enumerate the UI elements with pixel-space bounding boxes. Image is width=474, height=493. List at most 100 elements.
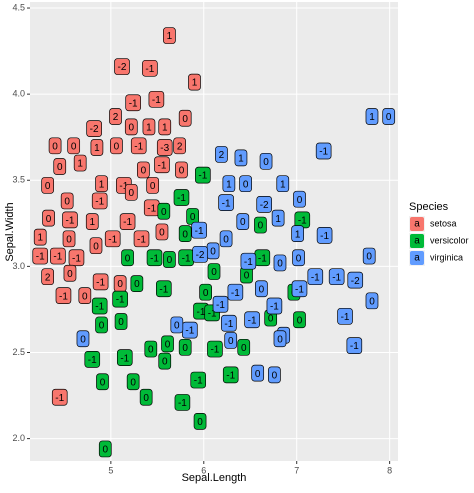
point-label: 1 — [33, 228, 47, 246]
label-text: 0 — [102, 445, 108, 456]
label-text: -1 — [152, 95, 161, 106]
point-label: 0 — [124, 118, 138, 136]
point-label: 0 — [157, 202, 171, 220]
point-label: 0 — [224, 332, 238, 349]
label-text: 0 — [240, 217, 246, 228]
point-label: -1 — [125, 94, 141, 112]
label-text: 0 — [182, 114, 188, 125]
point-label: 0 — [146, 177, 160, 194]
label-box — [154, 156, 170, 174]
label-text: 0 — [223, 234, 229, 245]
label-box — [273, 330, 287, 348]
label-text: 1 — [226, 179, 232, 190]
label-text: 1 — [94, 143, 100, 154]
point-label: 0 — [155, 223, 169, 241]
label-text: 1 — [37, 233, 43, 244]
point-label: 0 — [67, 137, 81, 155]
point-label: 0 — [170, 316, 184, 334]
point-label: -1 — [178, 249, 194, 267]
label-box — [273, 254, 287, 272]
point-label: 0 — [255, 280, 268, 298]
label-box — [365, 108, 379, 125]
x-tick-label: 5 — [108, 465, 113, 475]
label-box — [256, 196, 272, 213]
x-tick-label: 7 — [294, 465, 299, 475]
point-label: 0 — [98, 440, 112, 458]
point-label: -3 — [156, 139, 173, 156]
label-box — [291, 225, 304, 243]
point-label: -1 — [222, 366, 239, 384]
label-box — [41, 177, 55, 194]
label-text: 0 — [228, 336, 234, 347]
point-label: -1 — [148, 90, 165, 108]
label-box — [271, 209, 285, 227]
label-box — [188, 73, 201, 91]
label-box — [239, 175, 252, 193]
label-text: 1 — [275, 214, 281, 225]
label-text: -1 — [320, 231, 329, 242]
label-text: 0 — [67, 269, 73, 280]
label-box — [32, 247, 49, 265]
legend-swatch — [410, 234, 424, 248]
point-label: 0 — [48, 137, 62, 155]
point-label: 2 — [173, 137, 186, 155]
point-label: 0 — [382, 108, 396, 125]
legend-key-text: a — [414, 219, 420, 230]
label-text: 0 — [190, 212, 196, 223]
label-text: -1 — [208, 309, 217, 320]
label-text: 0 — [366, 252, 372, 263]
label-text: -1 — [72, 253, 81, 264]
label-text: 0 — [99, 321, 105, 332]
point-label: 0 — [113, 275, 127, 292]
point-label: -1 — [32, 247, 49, 265]
point-label: -1 — [244, 311, 260, 329]
point-label: -1 — [91, 192, 108, 210]
x-tick-label: 6 — [201, 465, 206, 475]
point-label: -2 — [86, 120, 102, 137]
point-label: 0 — [158, 352, 172, 370]
label-text: 0 — [162, 357, 168, 368]
point-label: 2 — [215, 146, 228, 163]
label-text: -1 — [108, 234, 117, 245]
label-text: 0 — [129, 188, 135, 199]
label-box — [144, 340, 158, 358]
point-label: 1 — [90, 139, 104, 156]
label-text: -1 — [270, 302, 279, 313]
label-text: -1 — [197, 307, 206, 318]
label-text: -1 — [244, 257, 253, 268]
label-box — [50, 247, 66, 265]
point-label: 0 — [121, 249, 134, 267]
label-box — [291, 280, 308, 298]
label-box — [346, 337, 363, 354]
label-text: -1 — [147, 203, 156, 214]
label-box — [119, 213, 136, 230]
label-text: 0 — [46, 214, 52, 225]
label-text: 0 — [64, 197, 70, 208]
label-box — [41, 268, 55, 286]
label-box — [63, 264, 77, 282]
point-label: -2 — [114, 58, 130, 75]
legend-title: Species — [409, 201, 449, 213]
label-text: 0 — [259, 284, 265, 295]
label-box — [114, 313, 128, 330]
point-label: -1 — [195, 166, 211, 184]
x-tick-label: 8 — [387, 465, 392, 475]
label-box — [292, 249, 305, 267]
label-text: 0 — [118, 317, 124, 328]
point-label: 0 — [95, 316, 108, 334]
label-box — [362, 247, 376, 265]
label-box — [212, 295, 229, 313]
label-text: -1 — [226, 371, 235, 382]
point-label: 0 — [236, 213, 250, 230]
label-box — [146, 249, 163, 267]
label-box — [62, 230, 76, 248]
label-text: -1 — [158, 160, 167, 171]
label-text: -1 — [36, 252, 45, 263]
label-box — [161, 335, 174, 353]
label-text: 0 — [161, 207, 167, 218]
point-label: 1 — [188, 73, 201, 91]
point-label: 0 — [42, 209, 55, 227]
point-label: -1 — [212, 295, 229, 313]
label-text: 0 — [243, 179, 249, 190]
